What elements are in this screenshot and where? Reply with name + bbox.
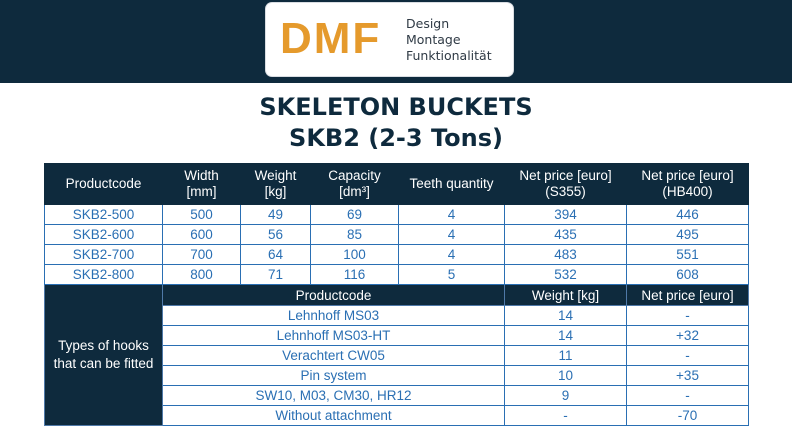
table-row: SKB2-800 800 71 116 5 532 608	[44, 264, 749, 285]
cell: SKB2-500	[44, 204, 163, 225]
cell: 4	[398, 244, 505, 265]
cell: 11	[504, 345, 627, 366]
product-table: Productcode Width [mm] Weight [kg] Capac…	[44, 163, 749, 426]
cell: 700	[162, 244, 241, 265]
cell: SKB2-800	[44, 264, 163, 285]
col-width: Width [mm]	[162, 163, 241, 205]
cell: 69	[310, 204, 399, 225]
hooks-col-productcode: Productcode	[162, 284, 505, 306]
product-header-row: Productcode Width [mm] Weight [kg] Capac…	[44, 163, 749, 205]
col-price-s355: Net price [euro] (S355)	[504, 163, 627, 205]
cell: 600	[162, 224, 241, 245]
page-subtitle: SKB2 (2-3 Tons)	[289, 124, 503, 152]
cell: 483	[504, 244, 627, 265]
cell: 551	[626, 244, 749, 265]
table-row: SKB2-600 600 56 85 4 435 495	[44, 224, 749, 245]
col-capacity: Capacity [dm³]	[310, 163, 399, 205]
cell: 394	[504, 204, 627, 225]
cell: -	[626, 385, 749, 406]
logo-tagline: Design Montage Funktionalität	[406, 16, 492, 63]
cell: Verachtert CW05	[162, 345, 505, 366]
cell: 116	[310, 264, 399, 285]
cell: 532	[504, 264, 627, 285]
cell: SKB2-600	[44, 224, 163, 245]
table-row: Lehnhoff MS03 14 -	[45, 305, 749, 326]
cell: 4	[398, 204, 505, 225]
cell: SW10, M03, CM30, HR12	[162, 385, 505, 406]
hooks-col-price: Net price [euro]	[626, 284, 749, 306]
cell: 4	[398, 224, 505, 245]
cell: Without attachment	[162, 405, 505, 426]
col-price-hb400: Net price [euro] (HB400)	[626, 163, 749, 205]
table-row: SKB2-700 700 64 100 4 483 551	[44, 244, 749, 265]
cell: 14	[504, 305, 627, 326]
cell: 9	[504, 385, 627, 406]
cell: -	[626, 345, 749, 366]
col-teeth: Teeth quantity	[398, 163, 505, 205]
cell: Lehnhoff MS03-HT	[162, 325, 505, 346]
hooks-header-row: Types of hooks that can be fitted Produc…	[44, 284, 749, 426]
col-productcode: Productcode	[44, 163, 163, 205]
table-row: SKB2-500 500 49 69 4 394 446	[44, 204, 749, 225]
page-title: SKELETON BUCKETS	[259, 93, 533, 121]
table-row: SW10, M03, CM30, HR12 9 -	[45, 385, 749, 406]
hooks-col-weight: Weight [kg]	[504, 284, 627, 306]
table-row: Without attachment - -70	[45, 405, 749, 426]
cell: SKB2-700	[44, 244, 163, 265]
cell: Pin system	[162, 365, 505, 386]
cell: 608	[626, 264, 749, 285]
cell: 85	[310, 224, 399, 245]
cell: 5	[398, 264, 505, 285]
cell: 71	[240, 264, 311, 285]
col-weight: Weight [kg]	[240, 163, 311, 205]
cell: -70	[626, 405, 749, 426]
cell: 446	[626, 204, 749, 225]
cell: 10	[504, 365, 627, 386]
cell: 435	[504, 224, 627, 245]
table-row: Pin system 10 +35	[45, 365, 749, 386]
logo-mark: DMF	[280, 14, 382, 63]
cell: -	[504, 405, 627, 426]
hooks-side-label: Types of hooks that can be fitted	[44, 284, 163, 426]
cell: 100	[310, 244, 399, 265]
cell: 49	[240, 204, 311, 225]
cell: +35	[626, 365, 749, 386]
cell: 56	[240, 224, 311, 245]
cell: 800	[162, 264, 241, 285]
cell: 495	[626, 224, 749, 245]
cell: -	[626, 305, 749, 326]
dmf-logo: DMF Design Montage Funktionalität	[266, 3, 513, 76]
cell: +32	[626, 325, 749, 346]
cell: Lehnhoff MS03	[162, 305, 505, 326]
cell: 14	[504, 325, 627, 346]
cell: 64	[240, 244, 311, 265]
cell: 500	[162, 204, 241, 225]
